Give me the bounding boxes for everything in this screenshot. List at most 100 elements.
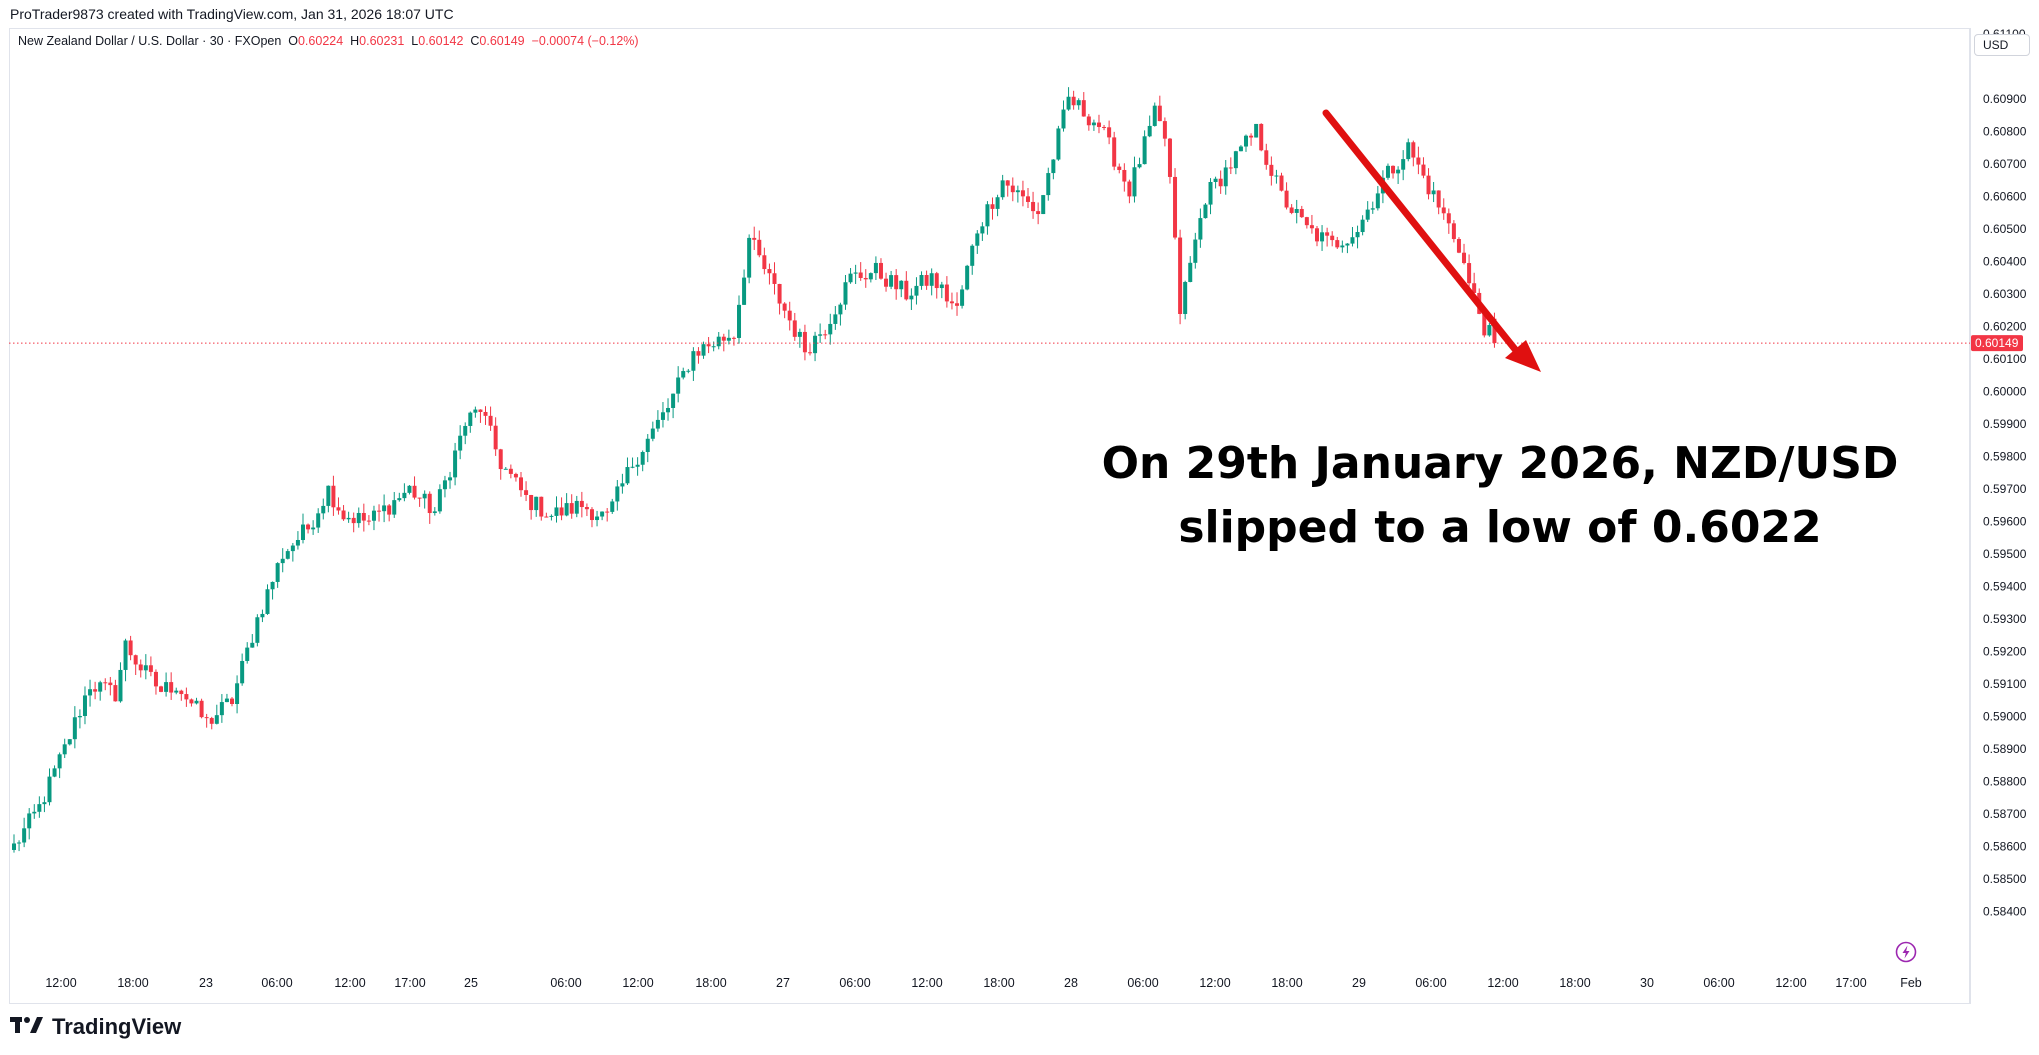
legend-open-label: O <box>288 34 298 48</box>
candle-body <box>1046 173 1051 196</box>
candle <box>1355 225 1360 249</box>
candle-body <box>767 269 772 274</box>
candle <box>133 654 138 675</box>
candle-body <box>306 524 311 530</box>
candle <box>1289 204 1294 215</box>
candle-body <box>1370 208 1375 210</box>
candle <box>980 222 985 241</box>
price-tick-label: 0.58400 <box>1983 905 2027 919</box>
currency-selector[interactable]: USD <box>1974 34 2030 56</box>
candle <box>260 609 265 623</box>
candle <box>965 264 970 291</box>
candle <box>1320 225 1325 251</box>
candle-body <box>595 516 600 521</box>
candle-body <box>1198 218 1203 240</box>
candle-body <box>884 278 889 287</box>
candle-body <box>975 233 980 246</box>
candle-body <box>1152 105 1157 126</box>
candle <box>1102 124 1107 131</box>
candle-body <box>833 314 838 324</box>
candle <box>1269 156 1274 186</box>
candle <box>701 341 706 359</box>
candle-body <box>1147 125 1152 137</box>
time-tick-label: 12:00 <box>1775 976 1806 990</box>
candle <box>123 638 128 682</box>
candle <box>503 467 508 470</box>
candle <box>828 313 833 345</box>
price-tick-label: 0.59300 <box>1983 612 2027 626</box>
candle-body <box>32 811 37 814</box>
tradingview-brand[interactable]: TradingView <box>10 1012 181 1042</box>
red-arrow <box>1322 109 1541 372</box>
candle-body <box>569 503 574 514</box>
price-tick-label: 0.58900 <box>1983 742 2027 756</box>
lightning-icon[interactable] <box>1895 941 1917 963</box>
annotation-text: On 29th January 2026, NZD/USD slipped to… <box>1000 432 2000 560</box>
candle <box>341 505 346 521</box>
candle-body <box>17 842 22 844</box>
candle <box>397 492 402 502</box>
price-tick-label: 0.59000 <box>1983 710 2027 724</box>
candle <box>326 485 331 513</box>
candle-body <box>108 682 113 686</box>
candle-body <box>1254 123 1259 138</box>
chart-pane[interactable] <box>9 28 1970 1004</box>
candle-body <box>361 512 366 521</box>
candle <box>1005 180 1010 197</box>
candle <box>534 496 539 517</box>
candle-body <box>868 273 873 280</box>
candle-body <box>351 517 356 524</box>
candle <box>422 490 427 509</box>
candle <box>42 796 47 813</box>
candle <box>27 808 32 840</box>
candle-body <box>37 804 42 812</box>
candle <box>863 269 868 288</box>
candle-body <box>1096 122 1101 127</box>
price-tick-label: 0.59200 <box>1983 645 2027 659</box>
candle <box>275 562 280 588</box>
candle-body <box>179 690 184 695</box>
candle <box>1096 114 1101 134</box>
candle <box>194 697 199 705</box>
candle-body <box>1467 263 1472 284</box>
candle-body <box>914 285 919 296</box>
candle <box>1228 157 1233 175</box>
candle-body <box>747 237 752 278</box>
candle-body <box>650 428 655 439</box>
candle-body <box>640 452 645 465</box>
candle <box>371 505 376 531</box>
candle <box>1264 143 1269 170</box>
candle <box>848 268 853 284</box>
candle-body <box>1487 325 1492 336</box>
candle-body <box>944 284 949 302</box>
currency-label: USD <box>1983 38 2009 52</box>
time-axis: 12:00 18:00 23 06:00 12:00 17:00 25 06:00 12:00 1… <box>45 976 1921 990</box>
candle-body <box>336 507 341 511</box>
candle <box>57 752 62 779</box>
candle-body <box>1132 167 1137 197</box>
candle-body <box>1041 195 1046 215</box>
candle <box>1178 229 1183 325</box>
candle-body <box>392 500 397 515</box>
candle <box>488 406 493 431</box>
candle-body <box>300 524 305 540</box>
candle <box>1446 208 1451 234</box>
candle-body <box>371 510 376 521</box>
candle-body <box>1314 228 1319 242</box>
candle <box>224 693 229 703</box>
time-tick-label: 27 <box>776 976 790 990</box>
candle-body <box>823 334 828 336</box>
candle <box>1233 150 1238 175</box>
candle <box>47 768 52 806</box>
candle-body <box>1299 209 1304 218</box>
price-tick-label: 0.60900 <box>1983 92 2027 106</box>
candle <box>174 687 179 695</box>
candle <box>93 681 98 700</box>
candle <box>265 584 270 615</box>
candle <box>98 680 103 701</box>
candle <box>1061 100 1066 132</box>
candle <box>1000 174 1005 200</box>
candle-body <box>863 277 868 280</box>
candle <box>1188 256 1193 283</box>
